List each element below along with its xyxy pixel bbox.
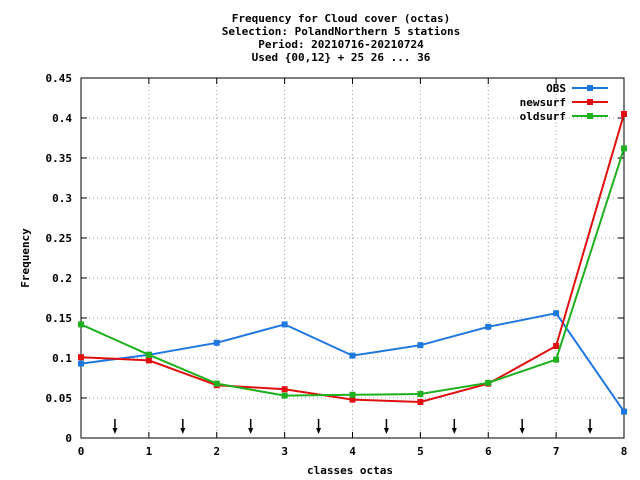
data-point-OBS [78, 360, 84, 367]
y-tick-label: 0.4 [52, 112, 72, 125]
x-tick-label: 4 [349, 445, 356, 458]
series-group [78, 111, 627, 415]
y-tick-label: 0.35 [46, 152, 73, 165]
data-point-newsurf [281, 386, 288, 393]
y-axis-label: Frequency [19, 228, 32, 288]
y-tick-label: 0.25 [46, 232, 73, 245]
class-boundary-arrow [112, 419, 118, 434]
arrow-head [180, 428, 186, 434]
data-point-oldsurf [553, 356, 560, 363]
series-oldsurf [78, 145, 627, 399]
class-boundary-arrow [587, 419, 593, 434]
data-point-newsurf [78, 354, 84, 361]
data-point-OBS [485, 323, 492, 330]
legend-label: oldsurf [520, 110, 566, 123]
arrow-head [383, 428, 389, 434]
x-tick-label: 2 [213, 445, 220, 458]
legend-label: newsurf [520, 96, 566, 109]
class-boundary-arrow [180, 419, 186, 434]
data-point-OBS [281, 321, 288, 328]
x-tick-label: 3 [281, 445, 288, 458]
arrow-head [112, 428, 118, 434]
legend-entry-newsurf: newsurf [520, 96, 608, 109]
data-point-OBS [213, 339, 220, 346]
arrow-head [248, 428, 254, 434]
class-boundary-markers [112, 419, 593, 434]
class-boundary-arrow [519, 419, 525, 434]
data-point-newsurf [349, 396, 356, 403]
x-tick-label: 8 [621, 445, 628, 458]
data-point-newsurf [553, 343, 560, 349]
class-boundary-arrow [451, 419, 457, 434]
grid [81, 78, 624, 438]
y-tick-label: 0 [65, 432, 72, 445]
chart-title: Frequency for Cloud cover (octas) Select… [222, 12, 460, 64]
data-point-newsurf [621, 111, 627, 117]
data-point-oldsurf [213, 380, 220, 387]
x-tick-label: 5 [417, 445, 424, 458]
class-boundary-arrow [248, 419, 254, 434]
arrow-head [519, 428, 525, 434]
y-tick-label: 0.45 [46, 72, 73, 85]
legend-entry-oldsurf: oldsurf [520, 110, 608, 123]
legend-swatch-point [587, 85, 593, 91]
legend-entry-OBS: OBS [546, 82, 608, 95]
axis-ticks: 0 0.05 0.1 0.15 0.2 0.25 0.3 0.35 0.4 0.45 0 1 2 3 4 5 6… [46, 72, 628, 458]
data-point-oldsurf [485, 379, 492, 386]
data-point-oldsurf [349, 391, 356, 398]
title-line-3: Period: 20210716-20210724 [258, 38, 424, 51]
title-line-2: Selection: PolandNorthern 5 stations [222, 25, 460, 38]
title-line-4: Used {00,12} + 25 26 ... 36 [252, 51, 431, 64]
x-tick-label: 6 [485, 445, 492, 458]
x-tick-label: 1 [146, 445, 153, 458]
arrow-head [451, 428, 457, 434]
data-point-OBS [417, 342, 424, 349]
arrow-head [316, 428, 322, 434]
class-boundary-arrow [316, 419, 322, 434]
y-tick-label: 0.05 [46, 392, 73, 405]
data-point-newsurf [417, 399, 424, 405]
data-point-newsurf [145, 357, 152, 364]
y-tick-label: 0.3 [52, 192, 72, 205]
data-point-OBS [349, 352, 356, 359]
data-point-oldsurf [281, 392, 288, 399]
y-tick-label: 0.2 [52, 272, 72, 285]
data-point-oldsurf [145, 351, 152, 358]
class-boundary-arrow [383, 419, 389, 434]
x-tick-label: 7 [553, 445, 560, 458]
data-point-oldsurf [621, 145, 627, 152]
legend-label: OBS [546, 82, 566, 95]
y-tick-label: 0.1 [52, 352, 72, 365]
legend-swatch-point [587, 99, 593, 105]
data-point-OBS [621, 408, 627, 415]
data-point-OBS [553, 310, 560, 317]
y-tick-label: 0.15 [46, 312, 73, 325]
x-axis-label: classes octas [307, 464, 393, 477]
x-tick-label: 0 [78, 445, 85, 458]
data-point-oldsurf [417, 391, 424, 397]
arrow-head [587, 428, 593, 434]
title-line-1: Frequency for Cloud cover (octas) [232, 12, 451, 25]
data-point-oldsurf [78, 321, 84, 328]
legend-swatch-point [587, 113, 593, 119]
